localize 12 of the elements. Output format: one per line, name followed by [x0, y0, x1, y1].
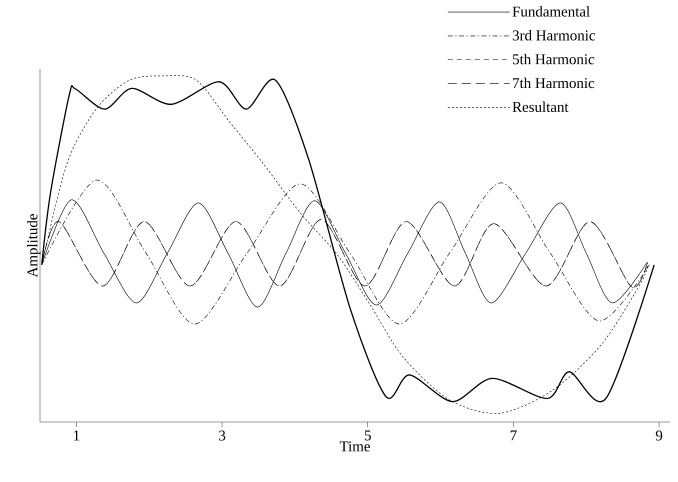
- x-axis-title: Time: [340, 441, 370, 452]
- legend-label: 3rd Harmonic: [512, 30, 596, 40]
- legend-label: 7th Harmonic: [513, 78, 594, 88]
- x-tick-label: 5: [364, 430, 371, 440]
- x-tick-label: 7: [510, 430, 517, 440]
- legend-label: 5th Harmonic: [512, 54, 594, 64]
- legend-label: Resultant: [512, 102, 568, 112]
- y-axis-title: Amplitude: [26, 214, 40, 278]
- x-tick-label: 9: [656, 430, 662, 441]
- legend-label: Fundamental: [512, 6, 590, 17]
- x-tick-label: 1: [74, 430, 80, 440]
- x-tick-label: 3: [219, 430, 226, 441]
